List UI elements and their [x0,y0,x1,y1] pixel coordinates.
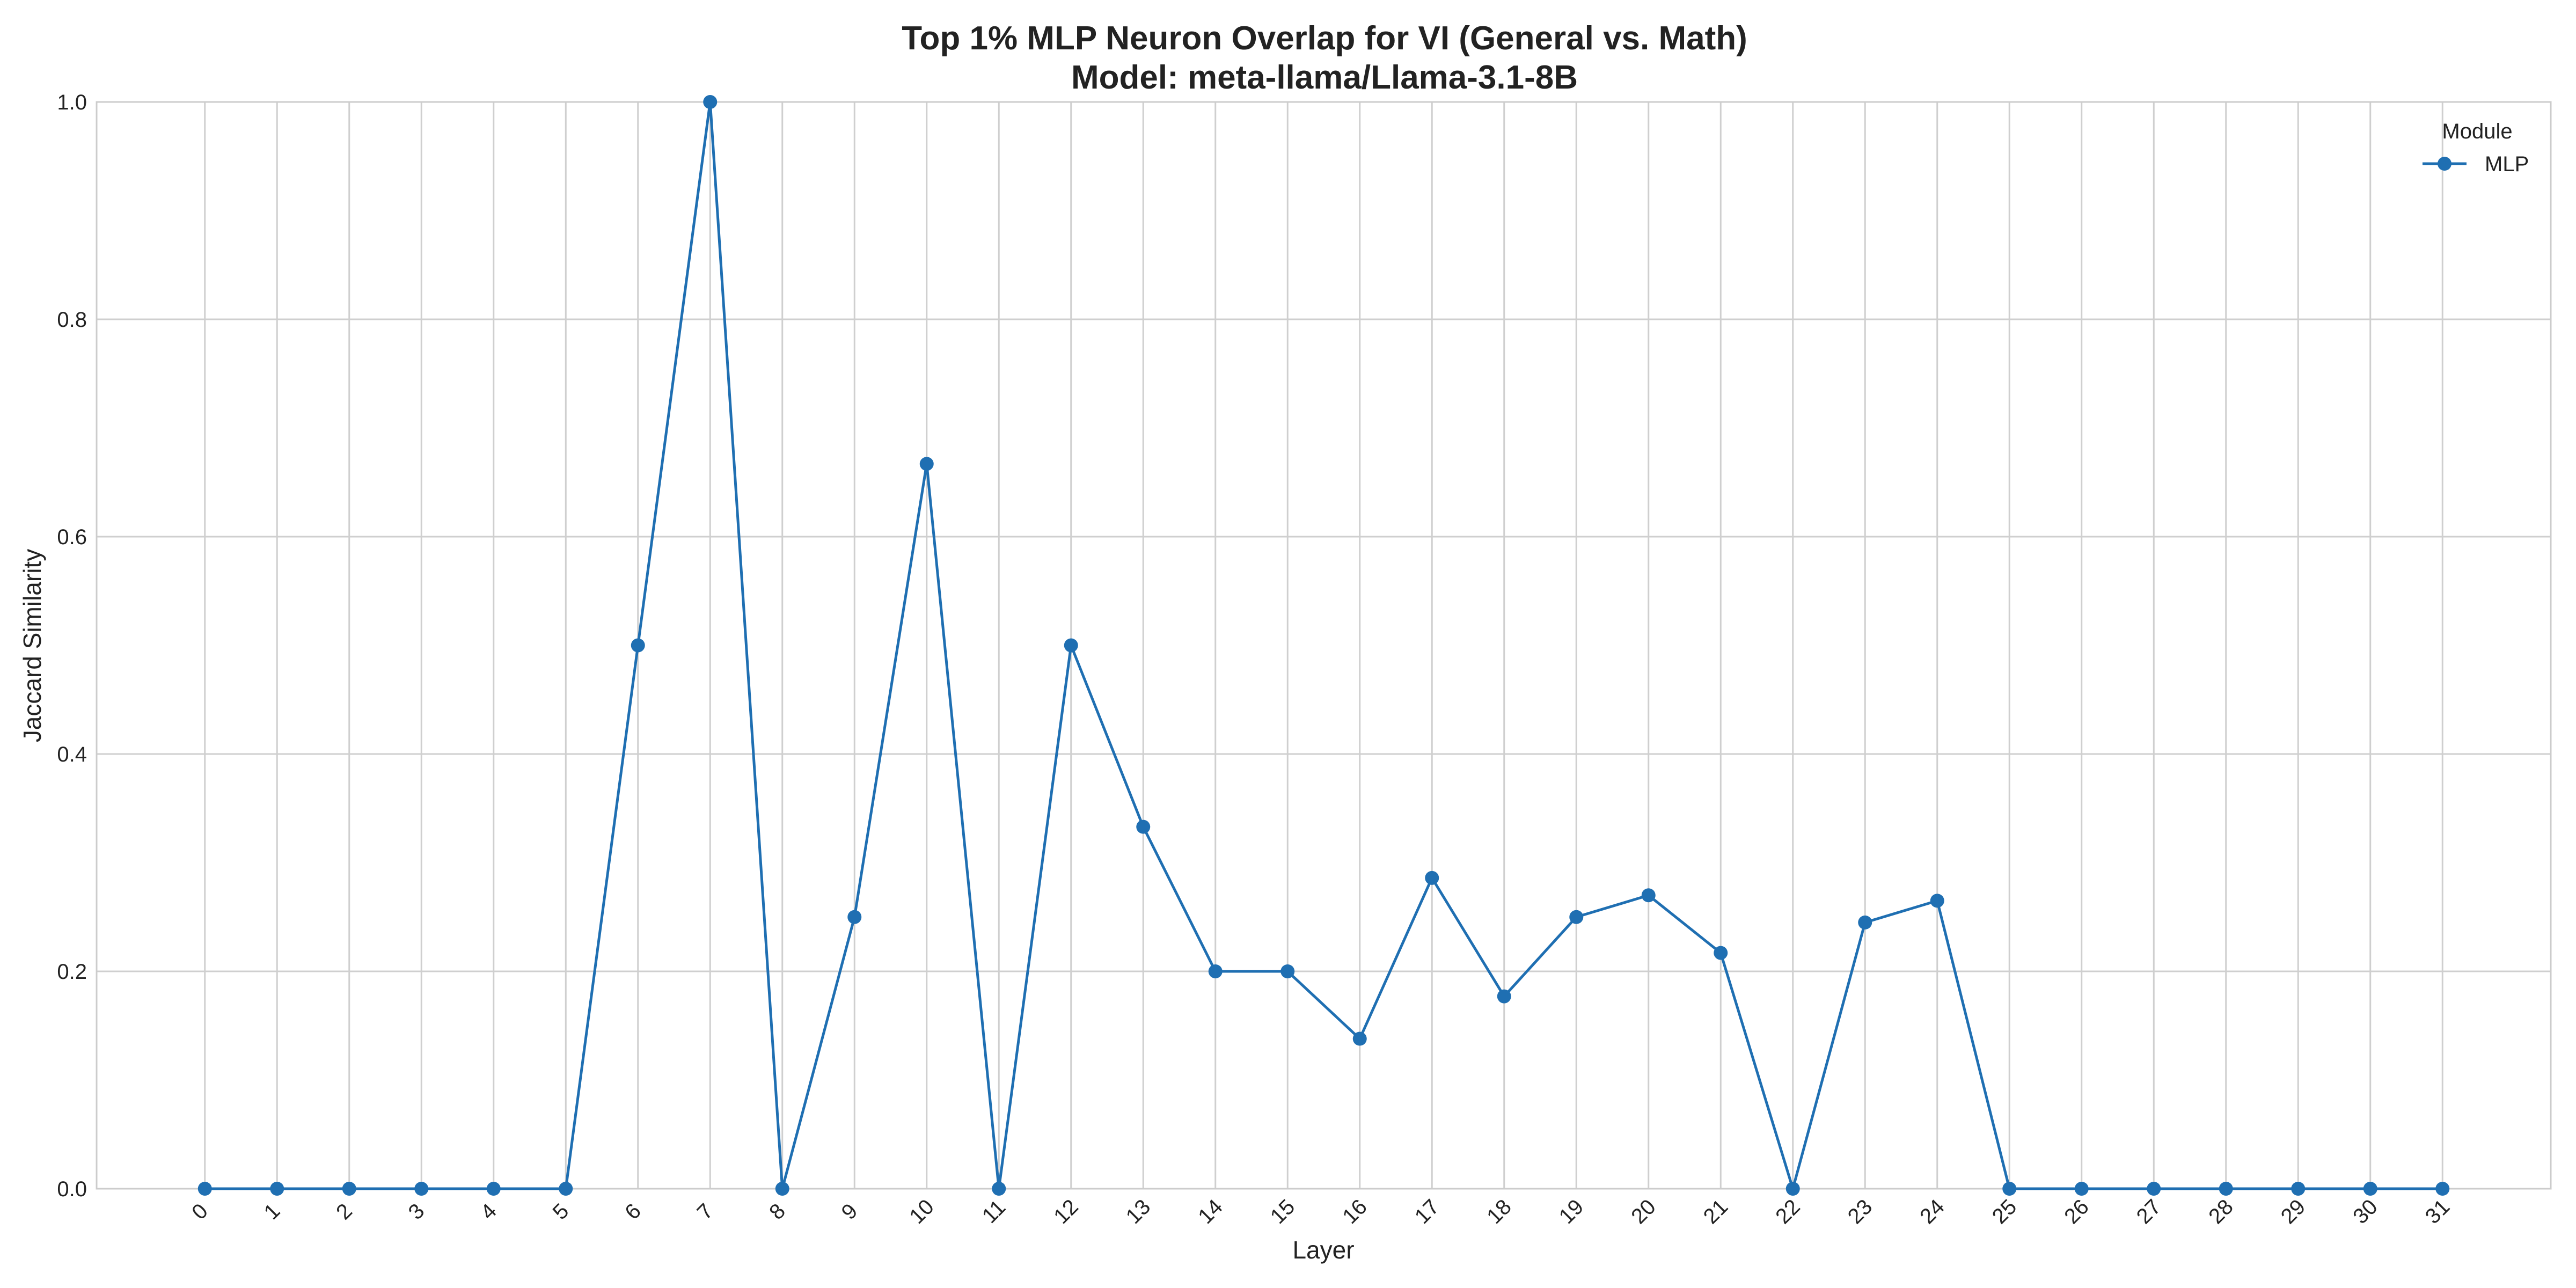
data-point [1136,819,1151,834]
data-point [1714,946,1728,960]
data-point [2363,1182,2377,1196]
x-tick-label: 23 [1843,1195,1877,1229]
x-tick-label: 26 [2060,1195,2094,1229]
y-gridlines [97,101,2551,1190]
data-point [1064,638,1078,653]
x-tick-label: 19 [1555,1195,1589,1229]
y-tick-labels: 0.0 0.2 0.4 0.6 0.8 1.0 [57,91,87,1201]
x-tick-label: 4 [476,1199,501,1224]
y-tick-label: 0.6 [57,525,87,549]
data-point [414,1182,429,1196]
x-tick-label: 8 [765,1199,790,1224]
data-point [1425,870,1439,885]
data-point [847,910,862,924]
series-line-mlp [204,100,2443,1190]
data-point [2291,1182,2306,1196]
data-point [342,1182,356,1196]
data-point [1280,964,1295,978]
x-tick-label: 22 [1771,1195,1805,1229]
x-tick-label: 30 [2348,1195,2382,1229]
x-tick-label: 31 [2421,1195,2455,1229]
plot-frame [96,101,2552,1190]
data-point [1352,1031,1367,1046]
data-point [1641,888,1656,903]
data-point [559,1182,573,1196]
x-tick-label: 21 [1699,1195,1733,1229]
x-tick-labels: 0 1 2 3 4 5 6 7 8 9 10 11 12 13 14 15 16 17 18 19 20 21 22 23 24… [187,1195,2454,1229]
x-tick-label: 27 [2132,1195,2166,1229]
x-tick-label: 0 [187,1199,213,1224]
x-tick-label: 5 [548,1199,574,1224]
data-point [1785,1182,1800,1196]
x-tick-label: 17 [1410,1195,1444,1229]
x-tick-label: 14 [1194,1195,1227,1229]
legend-title: Module [2442,120,2512,143]
x-tick-label: 24 [1915,1195,1949,1229]
data-point [486,1182,501,1196]
x-tick-label: 25 [1988,1195,2022,1229]
series-layer [197,95,2450,1196]
x-tick-label: 18 [1482,1195,1516,1229]
data-point [1497,989,1511,1004]
data-point [270,1182,284,1196]
data-point [703,95,718,109]
data-point [197,1182,212,1196]
x-axis-label: Layer [1292,1236,1354,1264]
x-tick-label: 2 [332,1199,357,1224]
chart-title: Top 1% MLP Neuron Overlap for VI (Genera… [902,20,1747,57]
data-point [1858,915,1872,930]
data-point [631,638,645,653]
y-tick-label: 0.8 [57,308,87,332]
x-gridlines [204,102,2443,1189]
legend: Module MLP [2423,120,2529,176]
data-point [1569,910,1584,924]
x-tick-label: 29 [2277,1195,2310,1229]
data-point [1208,964,1223,978]
x-tick-label: 11 [978,1196,1010,1228]
x-tick-label: 1 [260,1199,285,1224]
y-axis-label: Jaccard Similarity [18,549,46,742]
x-tick-label: 16 [1338,1195,1372,1229]
legend-marker-swatch [2438,157,2451,171]
y-tick-label: 1.0 [57,91,87,114]
x-tick-label: 13 [1122,1195,1155,1229]
data-point [2435,1182,2450,1196]
x-tick-label: 12 [1049,1195,1083,1229]
y-tick-label: 0.4 [57,743,87,766]
y-tick-label: 0.2 [57,960,87,984]
x-tick-label: 9 [837,1199,862,1224]
legend-label-mlp: MLP [2485,152,2529,176]
data-point [2074,1182,2089,1196]
data-point [992,1182,1006,1196]
data-point [2002,1182,2017,1196]
x-tick-label: 15 [1266,1195,1300,1229]
x-tick-label: 10 [905,1195,939,1229]
x-tick-label: 6 [620,1199,646,1224]
data-point [2147,1182,2161,1196]
chart-subtitle: Model: meta-llama/Llama-3.1-8B [1071,59,1578,96]
data-point [919,457,934,471]
data-point [775,1182,789,1196]
x-tick-label: 7 [693,1199,718,1224]
x-tick-label: 28 [2204,1195,2238,1229]
data-point [2219,1182,2233,1196]
y-tick-label: 0.0 [57,1177,87,1201]
x-tick-label: 3 [404,1199,429,1224]
data-point [1930,894,1944,908]
x-tick-label: 20 [1627,1195,1660,1229]
